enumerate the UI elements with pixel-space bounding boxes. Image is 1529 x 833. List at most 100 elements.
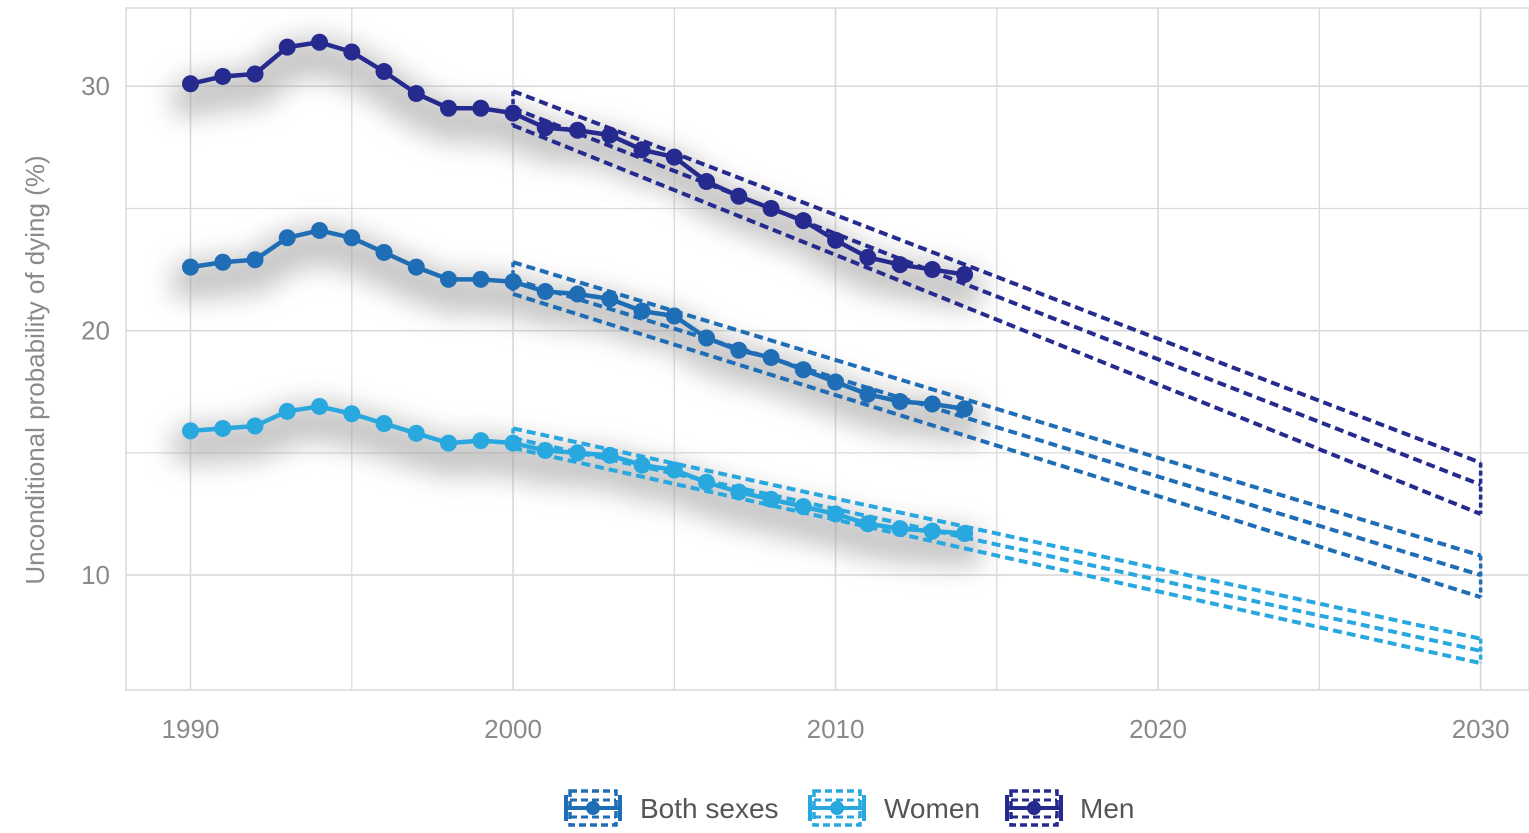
series [182, 397, 974, 543]
data-point [698, 473, 716, 491]
data-point [536, 441, 554, 459]
y-tick-label: 20 [81, 316, 110, 346]
grid [125, 7, 1529, 691]
x-tick-label: 2020 [1129, 714, 1187, 744]
data-point [311, 221, 329, 239]
projection-line [512, 426, 1482, 641]
data-point [311, 397, 329, 415]
x-tick-label: 2000 [484, 714, 542, 744]
data-point [472, 99, 490, 117]
data-point [923, 261, 941, 279]
plot-border [125, 7, 1529, 691]
legend-item: Men [1005, 789, 1134, 827]
data-point [569, 444, 587, 462]
data-point [278, 38, 296, 56]
data-point [569, 121, 587, 139]
data-point [827, 373, 845, 391]
legend: Both sexes Women Men [564, 789, 1134, 827]
projection-lines [511, 89, 1483, 666]
data-point [311, 33, 329, 51]
data-point [246, 251, 264, 269]
data-point [891, 520, 909, 538]
data-point [214, 253, 232, 271]
data-point [504, 273, 522, 291]
data-point [214, 67, 232, 85]
data-point [601, 126, 619, 144]
legend-key [808, 789, 866, 827]
data-point [827, 231, 845, 249]
legend-item: Women [808, 789, 980, 827]
legend-label: Men [1080, 793, 1134, 824]
data-point [375, 415, 393, 433]
data-point [569, 285, 587, 303]
data-point [343, 405, 361, 423]
data-point [278, 229, 296, 247]
data-point [956, 525, 974, 543]
data-point [665, 307, 683, 325]
data-point [343, 43, 361, 61]
data-point [762, 349, 780, 367]
legend-key [564, 789, 622, 827]
legend-label: Both sexes [640, 793, 779, 824]
data-point [536, 119, 554, 137]
y-tick-label: 10 [81, 560, 110, 590]
series [182, 221, 974, 418]
data-point [472, 432, 490, 450]
data-point [633, 302, 651, 320]
data-point [956, 265, 974, 283]
data-point [182, 75, 200, 93]
projection-line [512, 446, 1482, 666]
projection-line [512, 436, 1482, 653]
x-tick-label: 2010 [807, 714, 865, 744]
series-halo [170, 36, 985, 309]
data-point [665, 461, 683, 479]
data-point [536, 283, 554, 301]
data-point [891, 393, 909, 411]
data-point [956, 400, 974, 418]
data-point [730, 187, 748, 205]
data-point [214, 419, 232, 437]
projection-line [512, 123, 1482, 516]
data-point [472, 270, 490, 288]
data-point [859, 248, 877, 266]
data-point [762, 490, 780, 508]
data-point [407, 258, 425, 276]
data-point [762, 199, 780, 217]
data-point [407, 424, 425, 442]
data-point [375, 243, 393, 261]
data-point [246, 417, 264, 435]
data-point [698, 173, 716, 191]
data-point [923, 522, 941, 540]
data-point [375, 63, 393, 81]
projection-line [512, 106, 1482, 487]
legend-key [1005, 789, 1063, 827]
data-point [504, 104, 522, 122]
series [182, 33, 974, 283]
data-point [859, 515, 877, 533]
data-point [182, 422, 200, 440]
data-point [891, 256, 909, 274]
data-point [440, 270, 458, 288]
data-point [246, 65, 264, 83]
series-halo [170, 400, 985, 568]
data-point [601, 446, 619, 464]
data-point [859, 385, 877, 403]
data-point [182, 258, 200, 276]
data-point [794, 498, 812, 516]
data-point [504, 434, 522, 452]
data-point [923, 395, 941, 413]
data-point [407, 85, 425, 103]
projection-line [512, 292, 1482, 600]
data-point [633, 141, 651, 159]
x-tick-label: 1990 [162, 714, 220, 744]
legend-item: Both sexes [564, 789, 779, 827]
data-point [698, 329, 716, 347]
data-point [278, 402, 296, 420]
y-tick-label: 30 [81, 71, 110, 101]
data-point [794, 212, 812, 230]
data-point [440, 99, 458, 117]
data-point [730, 483, 748, 501]
data-point [827, 505, 845, 523]
